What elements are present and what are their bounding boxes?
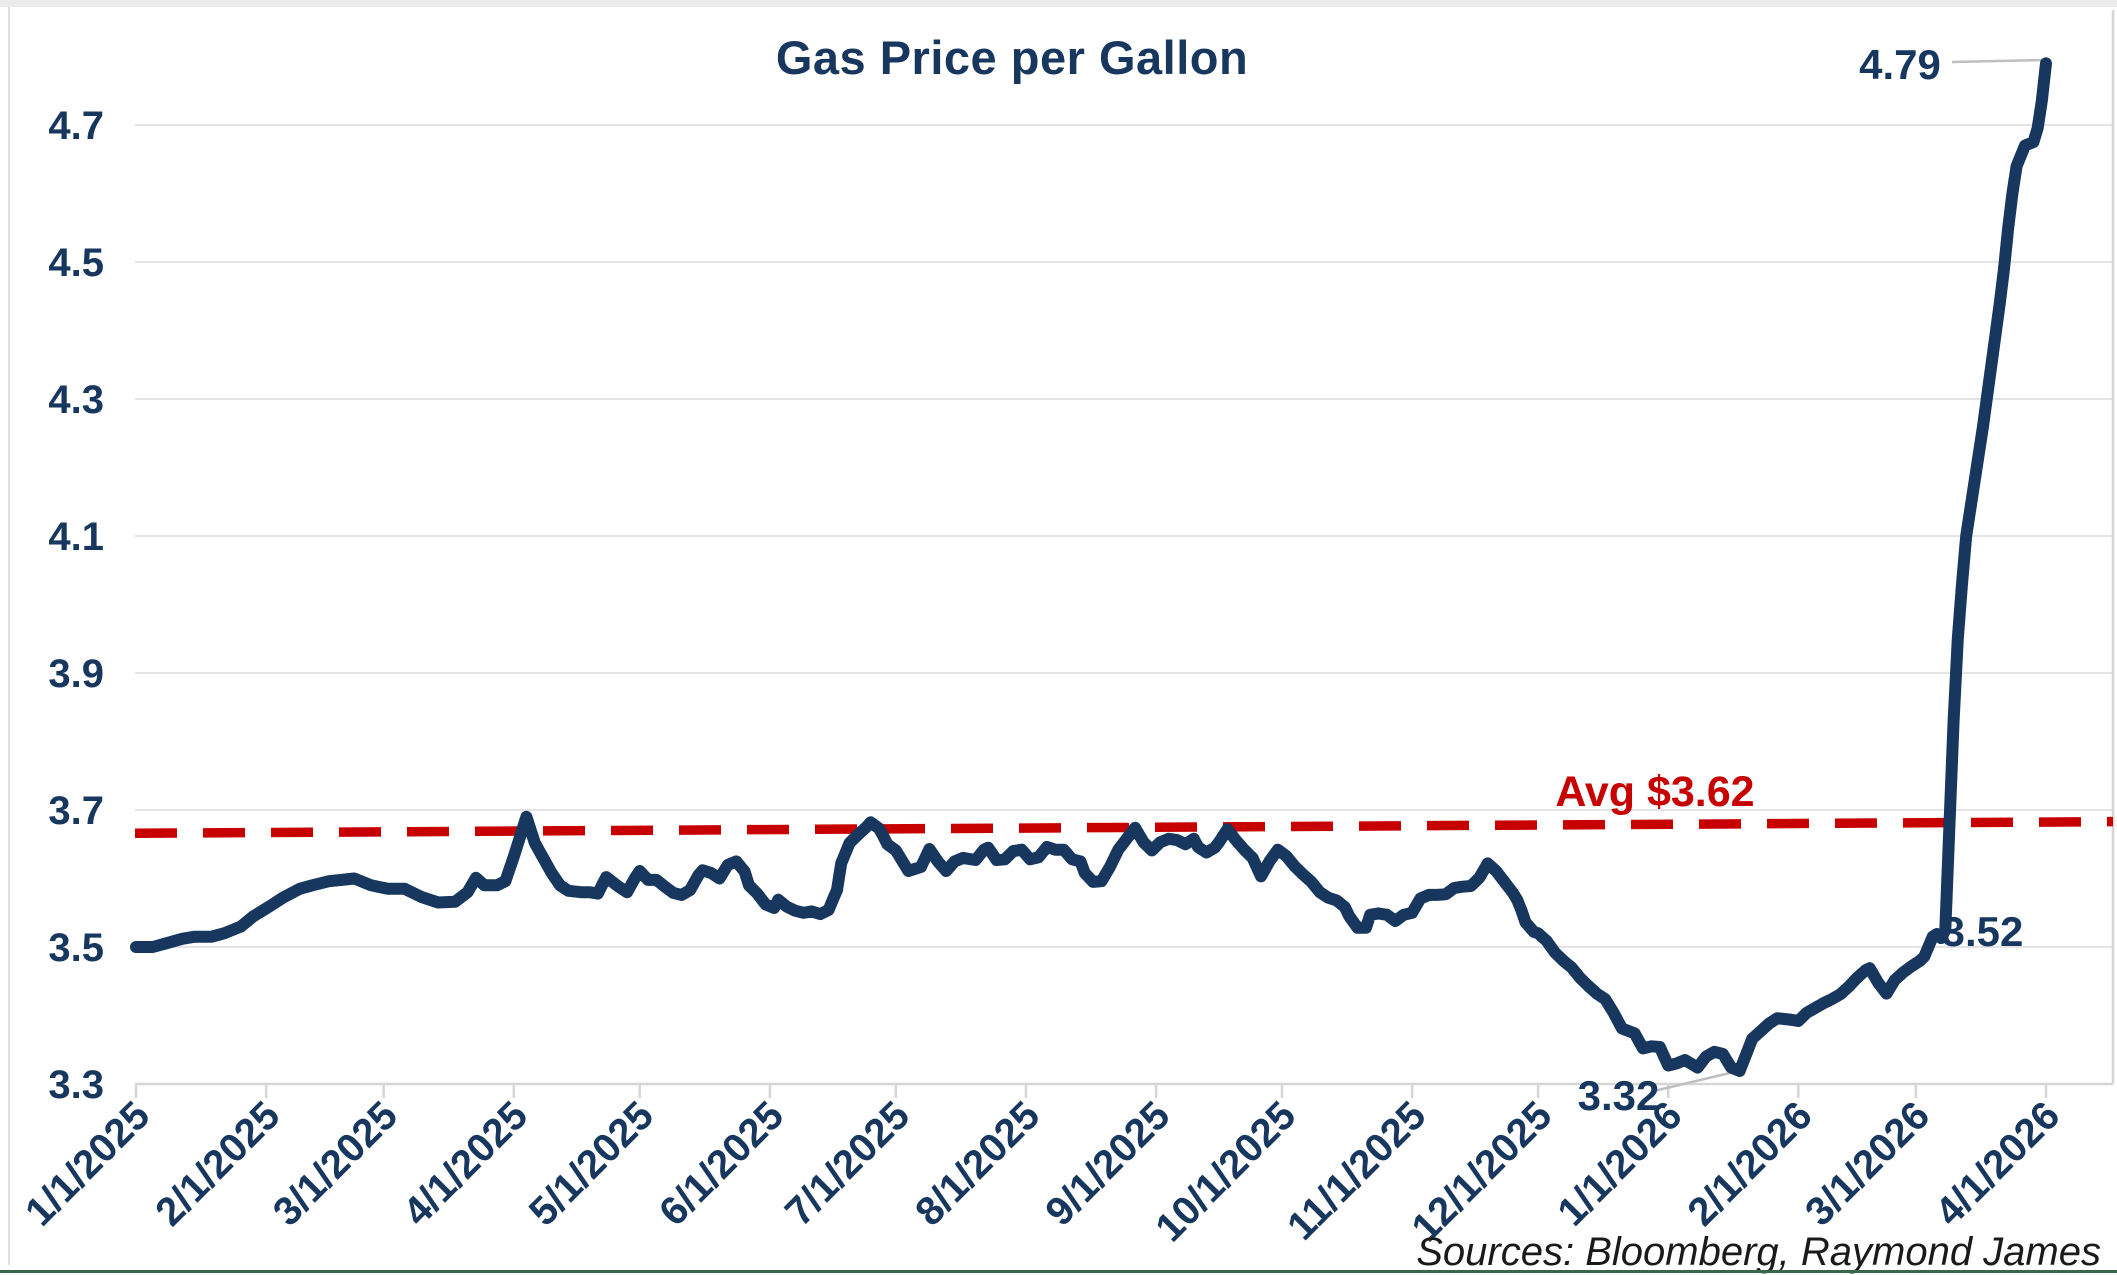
x-tick-label: 4/1/2025	[395, 1093, 536, 1234]
x-tick-label: 4/1/2026	[1927, 1093, 2068, 1234]
x-tick-label: 5/1/2025	[521, 1093, 662, 1234]
annotation-high-value: 4.79	[1859, 41, 1941, 88]
annotation-pre-spike-value: 3.52	[1941, 908, 2024, 955]
annotation-low-value: 3.32	[1577, 1072, 1660, 1119]
leader-line-479	[1951, 58, 2043, 64]
y-tick-label: 4.3	[48, 378, 104, 422]
x-tick-label: 3/1/2026	[1797, 1093, 1938, 1234]
x-tick-label: 2/1/2025	[147, 1093, 288, 1234]
y-tick-label: 4.1	[48, 515, 104, 559]
source-note: Sources: Bloomberg, Raymond James	[1416, 1230, 2101, 1274]
y-tick-label: 4.7	[48, 104, 104, 148]
average-dashed-line	[134, 816, 2114, 839]
x-tick-label: 7/1/2025	[777, 1093, 918, 1234]
leader-line-332	[1653, 1069, 1739, 1093]
gas-price-line	[130, 57, 2052, 1077]
x-tick-label: 6/1/2025	[651, 1093, 792, 1234]
bottom-rule	[0, 1270, 2117, 1273]
y-tick-label: 3.7	[48, 789, 104, 833]
top-edge-band	[0, 0, 2117, 7]
x-tick-label: 1/1/2025	[17, 1093, 158, 1234]
x-tick-label: 8/1/2025	[907, 1093, 1048, 1234]
average-line-label: Avg $3.62	[1555, 768, 1755, 816]
x-tick-label: 3/1/2025	[265, 1093, 406, 1234]
y-tick-label: 3.9	[48, 652, 104, 696]
x-tick-label: 2/1/2026	[1679, 1093, 1820, 1234]
x-tick-label: 10/1/2025	[1147, 1093, 1304, 1250]
y-tick-label: 3.5	[48, 926, 104, 970]
chart-title: Gas Price per Gallon	[775, 31, 1249, 84]
y-tick-label: 3.3	[48, 1063, 104, 1107]
x-tick-label: 12/1/2025	[1403, 1093, 1560, 1250]
y-tick-label: 4.5	[48, 241, 104, 285]
left-edge-hairline	[8, 7, 10, 1265]
